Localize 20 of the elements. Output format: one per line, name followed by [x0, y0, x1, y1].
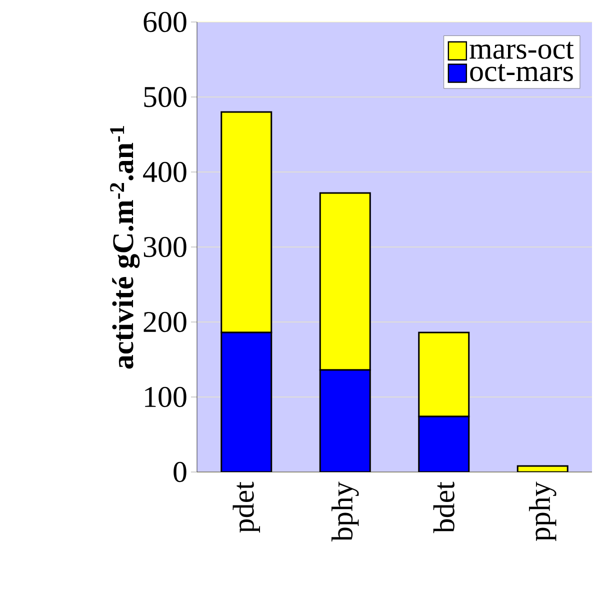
bar	[319, 192, 371, 371]
y-tick-label: 600	[144, 12, 186, 32]
bar	[418, 332, 470, 418]
y-axis-title: activité gC.m$^{-2}$.an$^{-1}$	[110, 126, 140, 369]
bar	[418, 416, 470, 472]
x-tick-label: pdet	[232, 482, 260, 533]
x-tick-label: pphy	[528, 482, 556, 542]
y-tick-label: 300	[144, 236, 186, 258]
y-tick-label: 500	[144, 86, 186, 108]
x-tick-label: bphy	[331, 482, 359, 542]
x-tick-label: bdet	[433, 482, 454, 534]
bar	[220, 111, 272, 334]
y-tick-label: 100	[145, 386, 186, 408]
y-tick-label: 200	[144, 312, 186, 332]
bar	[319, 369, 371, 472]
y-tick-label: 0	[174, 462, 186, 482]
bar	[220, 332, 272, 472]
legend-label: mars-oct	[470, 42, 574, 59]
legend-label: oct-mars	[470, 64, 573, 82]
y-tick-label: 400	[143, 162, 186, 182]
